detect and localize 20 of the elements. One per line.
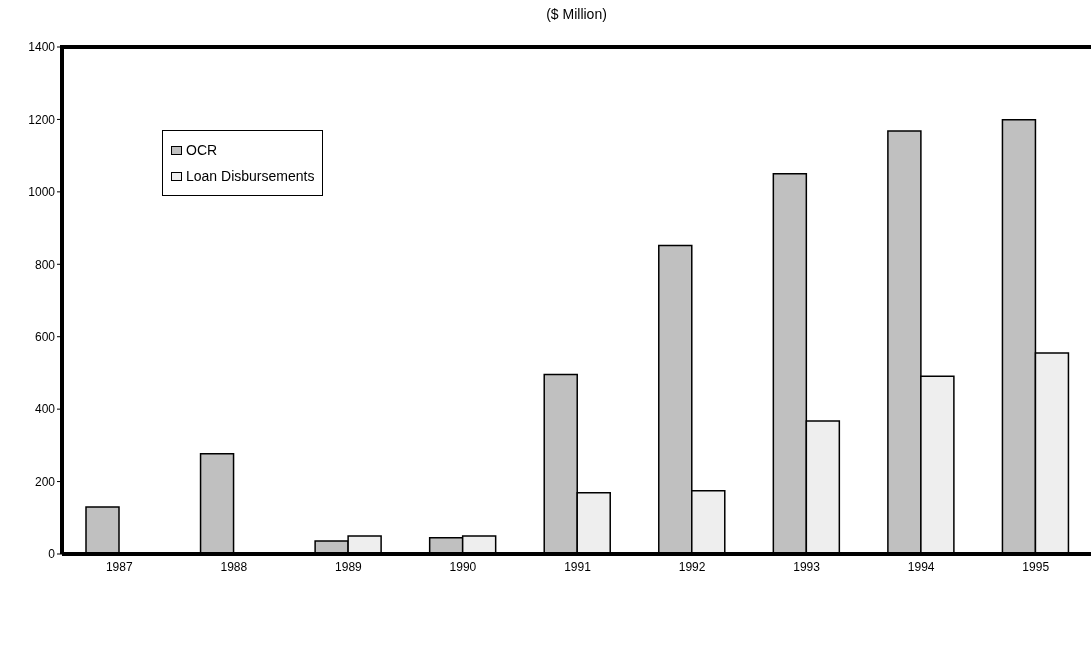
y-tick-label: 400 xyxy=(34,402,56,417)
x-tick-label: 1992 xyxy=(678,559,706,574)
y-tick-label: 1000 xyxy=(28,185,56,200)
y-tick-label: 1400 xyxy=(28,40,56,55)
x-tick-label: 1987 xyxy=(105,559,133,574)
legend-label: OCR xyxy=(186,141,218,160)
y-tick-label: 600 xyxy=(34,329,56,344)
y-tick-label: 1200 xyxy=(28,112,56,127)
x-tick-label: 1988 xyxy=(220,559,248,574)
x-tick-label: 1991 xyxy=(564,559,592,574)
x-tick-label: 1990 xyxy=(449,559,477,574)
legend-label: Loan Disbursements xyxy=(186,167,315,186)
x-tick-label: 1989 xyxy=(335,559,363,574)
x-tick-label: 1993 xyxy=(793,559,821,574)
y-tick-label: 200 xyxy=(34,474,56,489)
x-tick-label: 1994 xyxy=(907,559,935,574)
chart-title: ($ Million) xyxy=(545,6,608,22)
y-tick-label: 800 xyxy=(34,257,56,272)
y-tick-label: 0 xyxy=(48,547,56,562)
x-tick-label: 1995 xyxy=(1022,559,1050,574)
